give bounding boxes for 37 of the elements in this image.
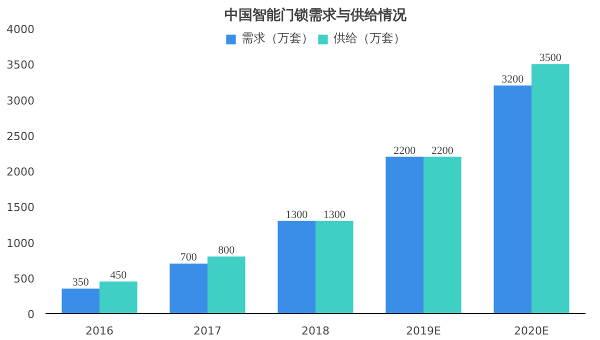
data-label: 1300 xyxy=(323,208,346,221)
data-label: 800 xyxy=(218,244,236,256)
x-tick-label: 2019E xyxy=(406,324,442,338)
y-tick-label: 2500 xyxy=(6,130,35,143)
bar xyxy=(494,86,532,314)
bar xyxy=(62,288,100,314)
y-tick-label: 3000 xyxy=(6,94,35,108)
data-label: 700 xyxy=(180,252,198,264)
y-tick-label: 3500 xyxy=(6,58,35,72)
y-tick-label: 4000 xyxy=(6,23,35,36)
data-label: 3200 xyxy=(502,74,524,86)
data-label: 2200 xyxy=(431,144,454,157)
x-tick-label: 2017 xyxy=(194,324,222,338)
bar xyxy=(424,156,462,314)
bar xyxy=(386,156,424,314)
legend-label: 需求（万套） xyxy=(242,30,314,47)
data-label: 350 xyxy=(72,276,90,289)
bar xyxy=(316,220,354,314)
y-tick-label: 0 xyxy=(28,308,34,321)
bar xyxy=(532,64,570,314)
data-label: 450 xyxy=(110,269,128,282)
y-tick-label: 2000 xyxy=(6,166,35,178)
y-tick-label: 500 xyxy=(14,272,35,286)
chart-title: 中国智能门锁需求与供给情况 xyxy=(224,6,408,24)
data-label: 2200 xyxy=(394,144,416,157)
x-tick-label: 2020E xyxy=(514,324,550,338)
x-tick-label: 2018 xyxy=(302,324,330,338)
bar xyxy=(170,264,208,314)
y-tick-label: 1500 xyxy=(6,201,35,214)
x-tick-label: 2016 xyxy=(86,324,114,338)
bar xyxy=(278,220,316,314)
data-label: 3500 xyxy=(539,52,562,64)
y-tick-label: 1000 xyxy=(6,236,35,250)
bar xyxy=(100,281,138,314)
bar xyxy=(208,256,246,314)
legend-label: 供给（万套） xyxy=(334,30,406,47)
data-label: 1300 xyxy=(286,208,308,221)
